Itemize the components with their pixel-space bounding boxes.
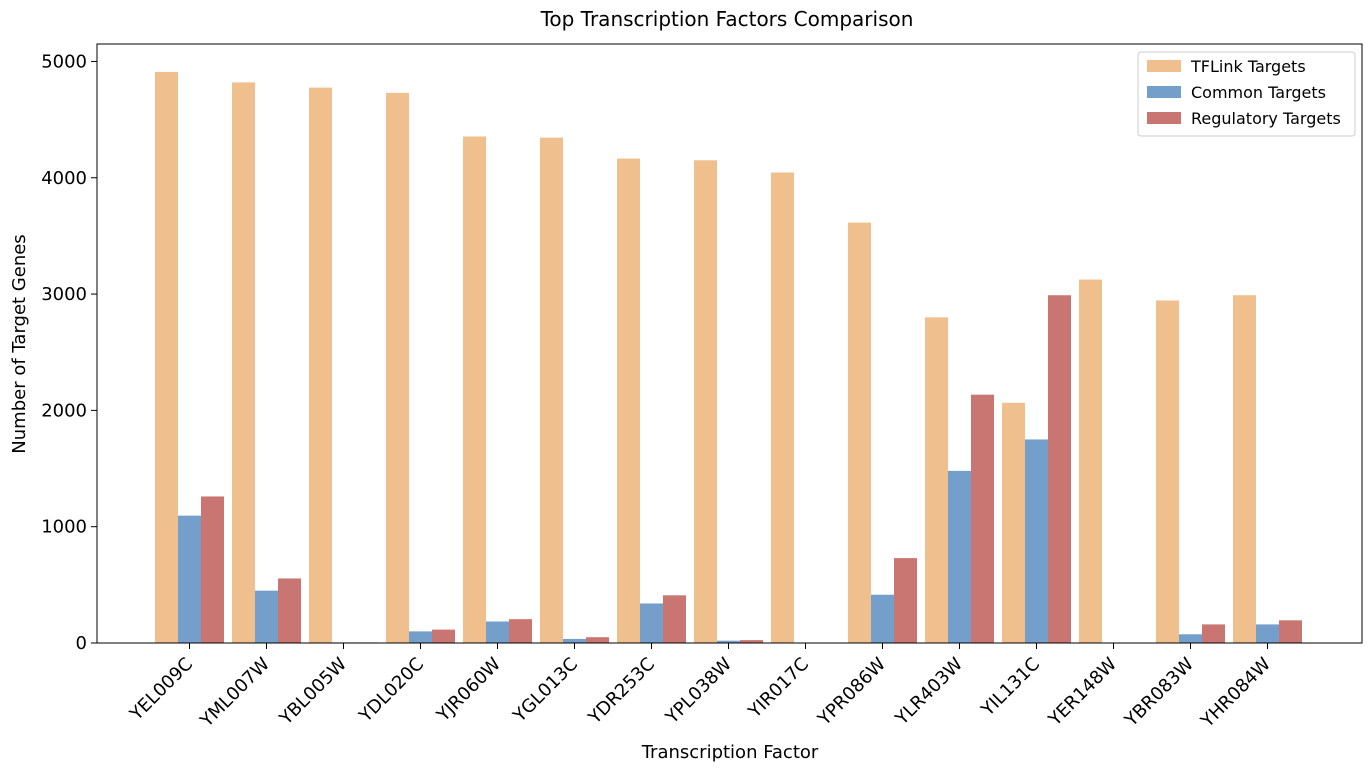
x-tick-label: YJR060W (432, 654, 505, 727)
bar-YLR403W-3 (971, 394, 994, 643)
x-tick-label: YBR083W (1120, 654, 1198, 732)
legend: TFLink Targets Common Targets Regulatory T… (1137, 51, 1356, 137)
y-tick-label: 4000 (41, 168, 87, 189)
bar-YEL009C-1 (155, 71, 178, 644)
bar-YEL009C-2 (178, 515, 201, 643)
legend-label: Common Targets (1191, 83, 1326, 102)
x-tick-label: YML007W (196, 654, 274, 732)
bar-YHR084W-2 (1256, 624, 1279, 643)
x-tick-label: YIL131C (977, 654, 1044, 721)
bar-YBR083W-2 (1179, 634, 1202, 643)
bar-YDL020C-2 (409, 631, 432, 643)
bar-YDL020C-1 (386, 92, 409, 644)
x-tick-label: YDR253C (584, 654, 659, 729)
bar-YIL131C-1 (1002, 402, 1025, 643)
bar-YDL020C-3 (432, 629, 455, 643)
legend-box (1137, 51, 1356, 137)
bar-YBL005W-1 (309, 87, 332, 643)
x-axis: YEL009C YML007W YBL005W YDL020C YJR060W YGL01… (125, 643, 1275, 732)
bar-YPL038W-1 (694, 160, 717, 644)
bar-YDR253C-3 (663, 595, 686, 643)
x-tick-label: YDL020C (355, 654, 428, 727)
bar-YGL013C-3 (586, 637, 609, 643)
y-axis: 0 1000 2000 3000 4000 5000 (41, 51, 97, 654)
bar-YHR084W-1 (1233, 295, 1256, 643)
bar-YML007W-2 (255, 590, 278, 643)
legend-label: Regulatory Targets (1191, 109, 1341, 128)
bar-YDR253C-1 (617, 158, 640, 643)
x-tick-label: YGL013C (509, 654, 582, 727)
bar-YJR060W-2 (486, 621, 509, 643)
bar-YJR060W-1 (463, 136, 486, 644)
bar-YPL038W-2 (717, 640, 740, 643)
bar-YPR086W-3 (894, 558, 917, 643)
x-tick-label: YPL038W (661, 654, 736, 729)
bar-YER148W-1 (1079, 279, 1102, 643)
bar-YBR083W-3 (1202, 624, 1225, 643)
bar-YLR403W-1 (925, 317, 948, 643)
x-tick-label: YBL005W (275, 654, 351, 730)
y-tick-label: 1000 (41, 517, 87, 538)
y-tick-label: 2000 (41, 400, 87, 421)
y-tick-label: 3000 (41, 284, 87, 305)
bar-YIL131C-3 (1048, 295, 1071, 643)
bar-YPR086W-2 (871, 594, 894, 643)
bars-group (155, 71, 1302, 644)
bar-YML007W-1 (232, 82, 255, 644)
x-tick-label: YEL009C (125, 654, 197, 726)
bar-YGL013C-2 (563, 638, 586, 643)
x-axis-label: Transcription Factor (641, 742, 819, 763)
bar-YHR084W-3 (1279, 620, 1302, 643)
x-tick-label: YPR086W (813, 654, 890, 731)
legend-swatch (1147, 86, 1181, 98)
legend-swatch (1147, 112, 1181, 124)
bar-YPR086W-1 (848, 222, 871, 643)
x-tick-label: YHR084W (1196, 654, 1275, 733)
bar-YGL013C-1 (540, 137, 563, 643)
bar-YBR083W-1 (1156, 300, 1179, 643)
x-tick-label: YER148W (1044, 654, 1121, 731)
legend-label: TFLink Targets (1190, 57, 1306, 76)
bar-YDR253C-2 (640, 603, 663, 643)
y-tick-label: 5000 (41, 51, 87, 72)
bar-YIR017C-1 (771, 172, 794, 643)
x-tick-label: YIR017C (744, 654, 813, 723)
y-tick-label: 0 (76, 633, 87, 654)
bar-YML007W-3 (278, 578, 301, 643)
chart-title: Top Transcription Factors Comparison (540, 7, 914, 31)
bar-YJR060W-3 (509, 619, 532, 643)
bar-YIL131C-2 (1025, 439, 1048, 643)
legend-swatch (1147, 60, 1181, 72)
plot-frame (96, 43, 1363, 644)
bar-YLR403W-2 (948, 470, 971, 643)
bar-YPL038W-3 (740, 640, 763, 643)
y-axis-label: Number of Target Genes (9, 234, 30, 453)
x-tick-label: YLR403W (891, 654, 967, 730)
bar-YEL009C-3 (201, 496, 224, 643)
